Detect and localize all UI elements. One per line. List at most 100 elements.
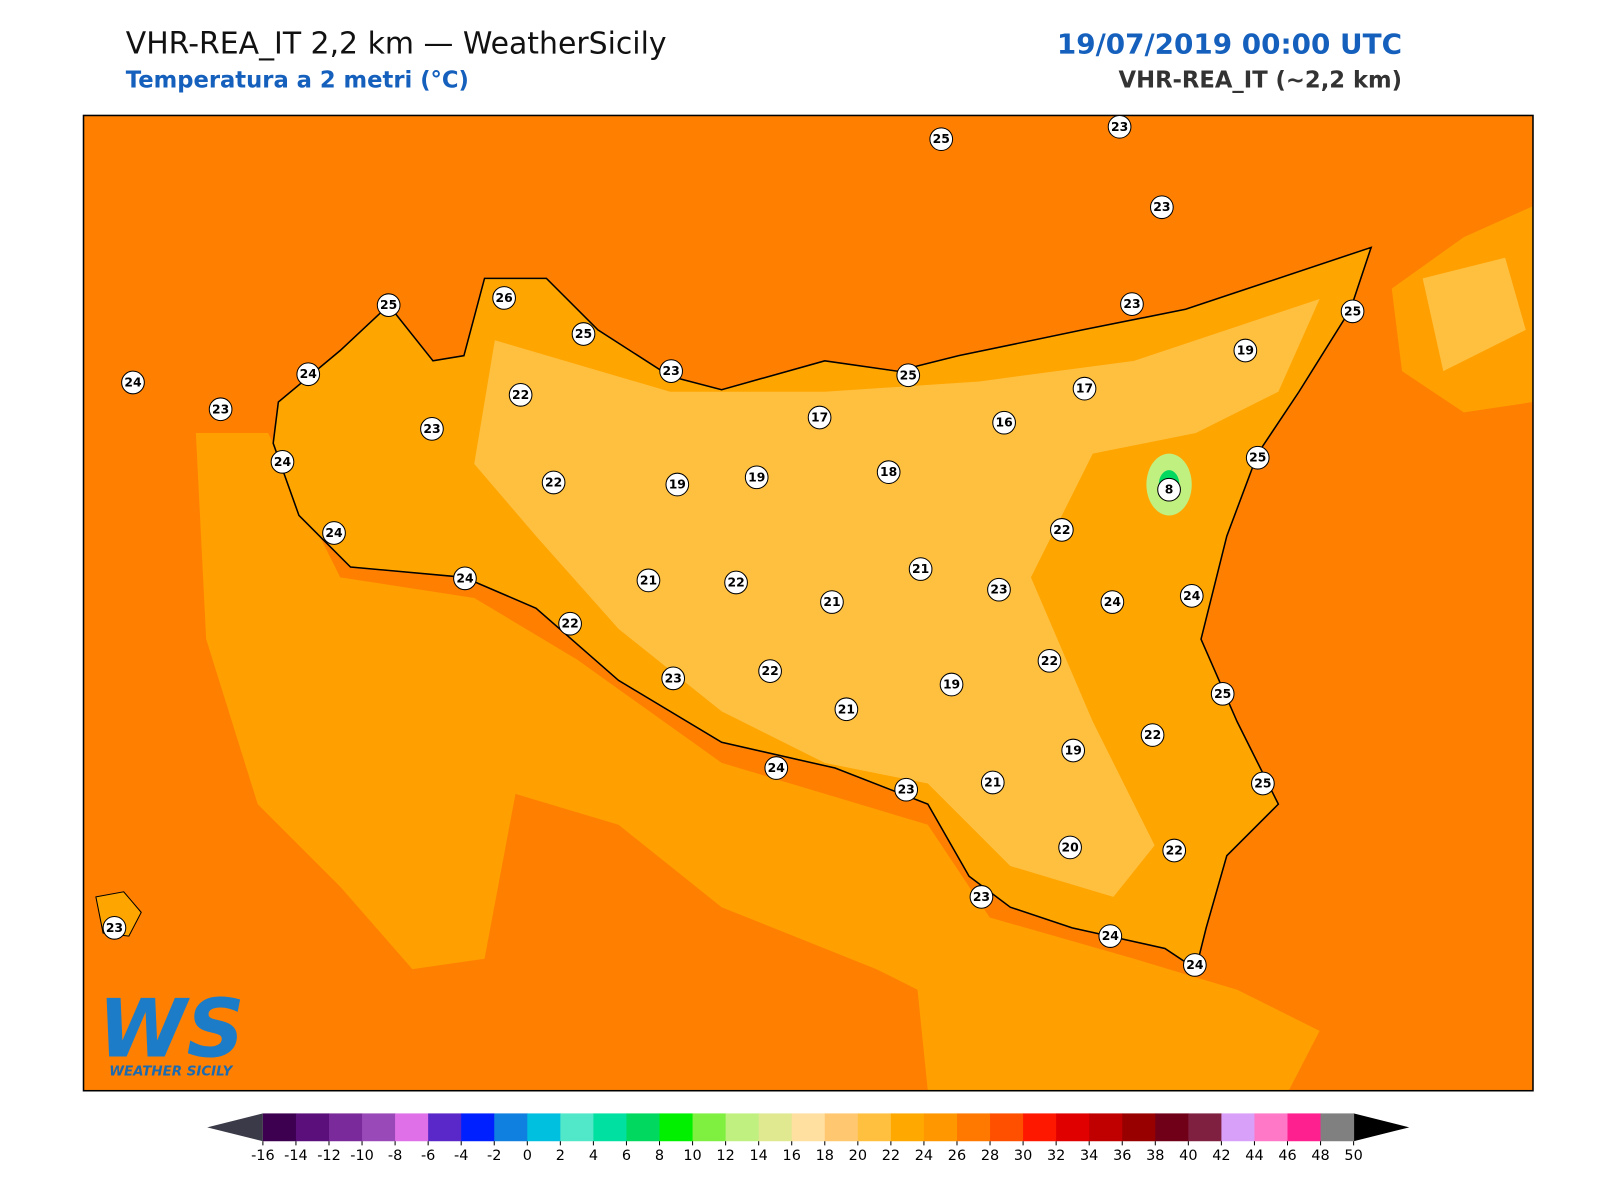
logo-mark: WS <box>98 982 245 1076</box>
station-value: 21 <box>823 595 840 609</box>
station-value: 24 <box>1102 929 1120 943</box>
station-marker <box>876 460 901 485</box>
colorbar-cell <box>461 1113 495 1142</box>
station-value: 24 <box>1183 589 1201 603</box>
colorbar-cell <box>560 1113 594 1142</box>
colorbar-tick-label: -6 <box>421 1148 435 1164</box>
title: VHR-REA_IT 2,2 km — WeatherSicily <box>126 27 667 62</box>
model: VHR-REA_IT (~2,2 km) <box>1119 68 1403 94</box>
station-marker <box>571 322 596 346</box>
colorbar-tick-label: 38 <box>1146 1148 1164 1164</box>
map <box>82 114 1534 1092</box>
colorbar-tick-label: 26 <box>948 1148 966 1164</box>
station-marker <box>1182 953 1207 977</box>
station-value: 24 <box>274 455 292 469</box>
station-value: 25 <box>1344 304 1361 318</box>
station-value: 22 <box>545 475 562 489</box>
logo-text: WEATHER SICILY <box>109 1064 233 1079</box>
station-marker <box>758 659 782 683</box>
station-marker <box>1210 681 1235 706</box>
station-marker <box>558 611 582 636</box>
colorbar-cell <box>692 1113 727 1142</box>
colorbar-tick-label: 20 <box>849 1148 867 1164</box>
station-value: 23 <box>1153 200 1170 214</box>
station-value: 24 <box>124 375 142 389</box>
colorbar-tick-label: 2 <box>556 1148 565 1164</box>
station-marker <box>980 770 1005 795</box>
map-frame <box>82 114 1534 1092</box>
colorbar-cell <box>791 1113 826 1142</box>
station-marker <box>929 127 954 152</box>
station-value: 24 <box>1104 595 1122 609</box>
colorbar-tick-label: 6 <box>622 1148 631 1164</box>
station-marker <box>508 382 533 407</box>
colorbar-cell <box>956 1113 991 1142</box>
station-marker <box>453 566 477 591</box>
station-value: 23 <box>212 402 229 416</box>
logo: WS WEATHER SICILY <box>98 982 245 1080</box>
colorbar-cell <box>857 1113 892 1142</box>
colorbar-tick-label: 46 <box>1278 1148 1296 1164</box>
colorbar-cell <box>395 1113 429 1142</box>
station-value: 19 <box>1237 344 1254 358</box>
station-value: 23 <box>663 364 680 378</box>
colorbar-cell <box>890 1113 925 1142</box>
station-marker <box>908 557 933 581</box>
colorbar-cell <box>527 1113 561 1142</box>
station-marker <box>1050 518 1074 542</box>
colorbar-tick-label: 48 <box>1311 1148 1329 1164</box>
station-value: 23 <box>898 783 915 797</box>
station-marker <box>322 521 346 545</box>
colorbar-cell <box>262 1113 297 1142</box>
colorbar-tick-label: 4 <box>589 1148 598 1164</box>
station-marker <box>541 470 566 495</box>
station-value: 23 <box>1111 120 1128 134</box>
station-marker <box>1245 445 1270 470</box>
station-value: 19 <box>1065 744 1082 758</box>
station-value: 21 <box>984 775 1001 789</box>
station-value: 19 <box>943 678 960 692</box>
station-value: 24 <box>1186 958 1204 972</box>
station-marker <box>1179 584 1204 608</box>
station-value: 25 <box>1254 777 1271 791</box>
station-value: 22 <box>1041 654 1058 668</box>
colorbar-tick-label: 22 <box>882 1148 900 1164</box>
colorbar-cell <box>1188 1113 1222 1142</box>
colorbar-tick-label: -10 <box>350 1148 374 1164</box>
station-marker <box>1157 477 1181 502</box>
station-value: 17 <box>811 411 828 425</box>
datetime: 19/07/2019 00:00 UTC <box>1057 28 1402 61</box>
subtitle: Temperatura a 2 metri (°C) <box>126 68 469 94</box>
station-value: 22 <box>1166 844 1183 858</box>
station-marker <box>764 756 789 780</box>
colorbar-tick-label: 40 <box>1179 1148 1197 1164</box>
colorbar-cell <box>659 1113 694 1142</box>
station-marker <box>744 465 769 490</box>
station-marker <box>1098 924 1123 948</box>
station-marker <box>1120 292 1144 316</box>
station-marker <box>296 362 321 387</box>
station-marker <box>807 405 832 430</box>
station-marker <box>208 397 233 422</box>
colorbar-cell <box>1287 1113 1322 1142</box>
sea-warm-band <box>195 432 1320 1091</box>
station-value: 24 <box>300 367 318 381</box>
station-marker <box>834 697 859 722</box>
colorbar-tick-label: -16 <box>251 1148 275 1164</box>
station-value: 22 <box>762 664 779 678</box>
station-value: 24 <box>325 526 343 540</box>
station-marker <box>659 359 683 383</box>
colorbar-tick-label: 16 <box>783 1148 801 1164</box>
colorbar-under <box>207 1113 263 1142</box>
colorbar: -16 -14 -12 -10 -8 -6 -4 -2 0 2 4 6 8 10 12 14 16 18 20 22 2… <box>207 1113 1410 1164</box>
colorbar-tick-label: -14 <box>284 1148 308 1164</box>
colorbar-cell <box>1056 1113 1090 1142</box>
station-value: 23 <box>973 890 990 904</box>
station-marker <box>1251 771 1275 796</box>
colorbar-tick-label: 24 <box>915 1148 933 1164</box>
station-marker <box>1233 338 1258 363</box>
station-marker <box>661 666 686 691</box>
inland-warm <box>474 298 1320 897</box>
station-marker <box>636 568 661 593</box>
station-value: 18 <box>880 465 897 479</box>
